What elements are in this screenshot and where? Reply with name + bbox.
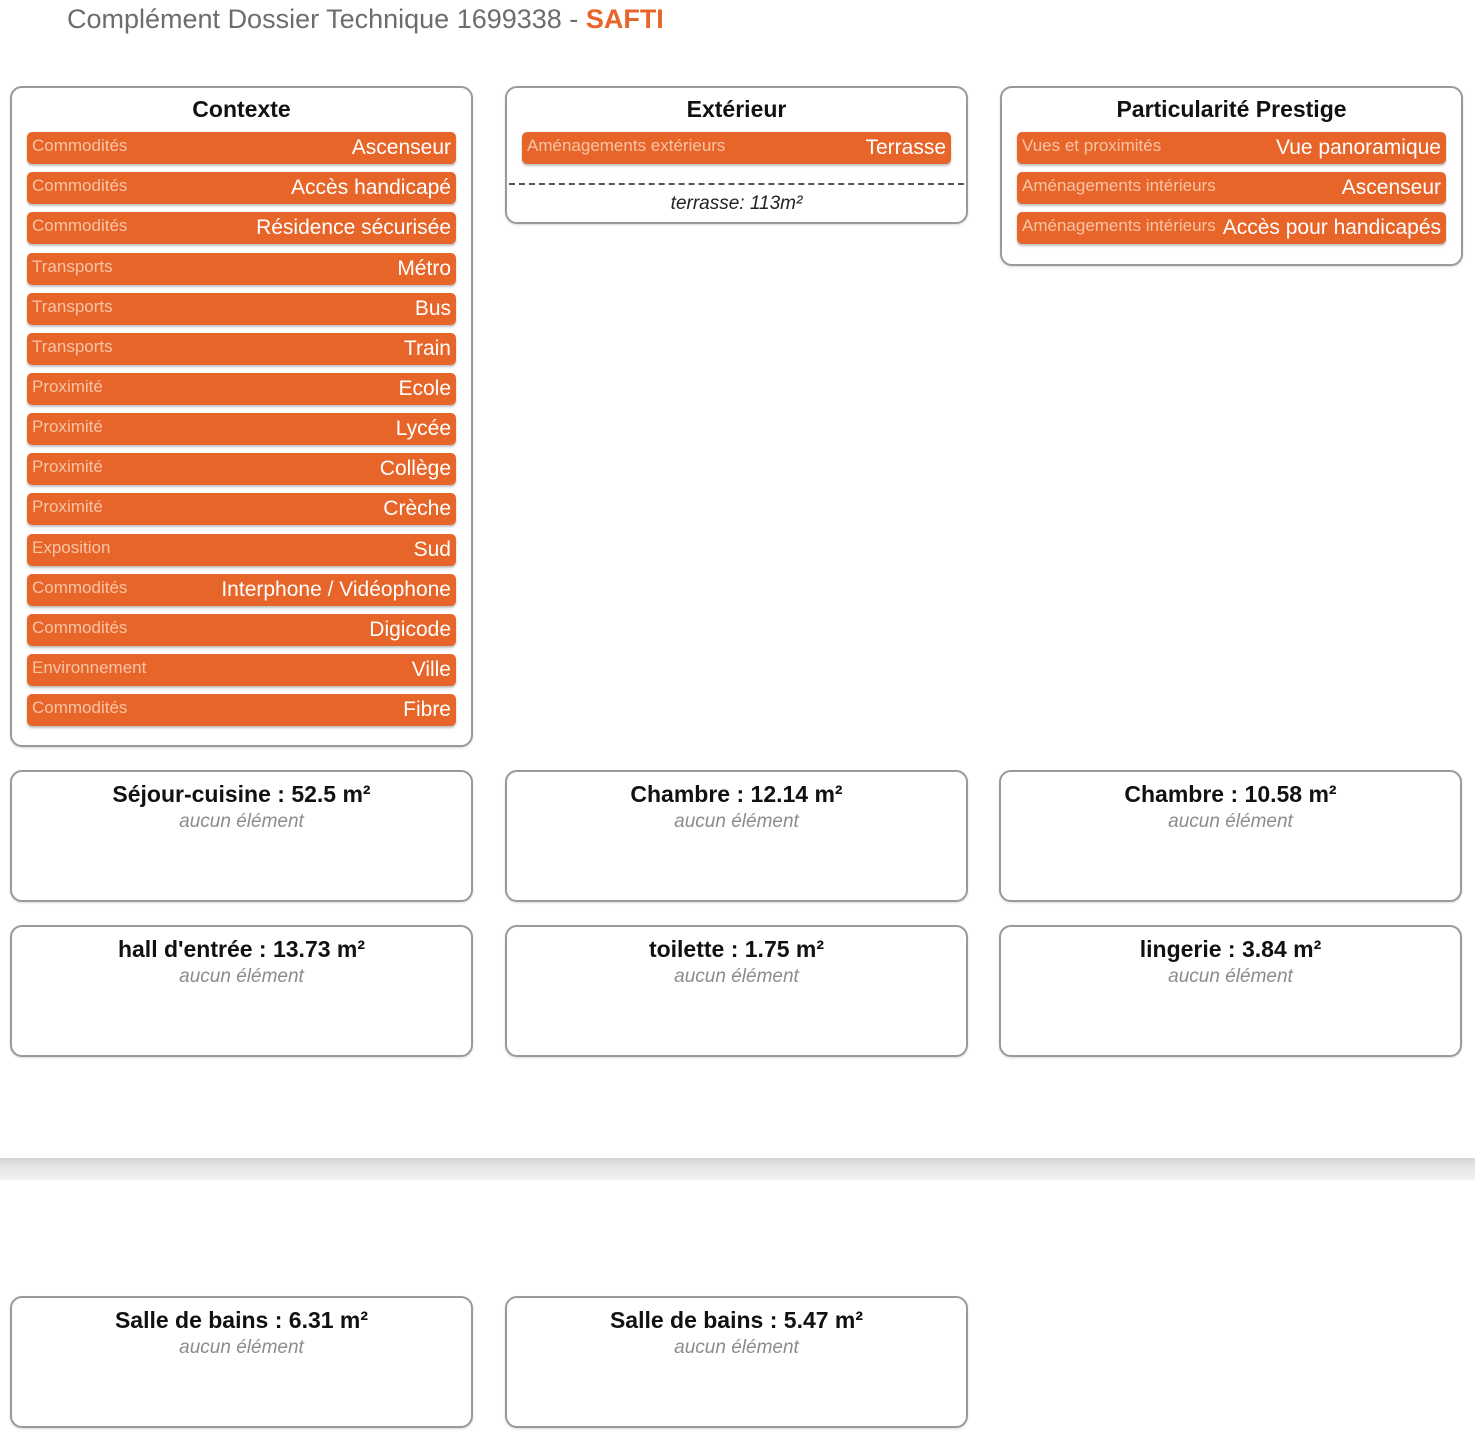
feature-tag: Commodités Fibre (27, 694, 456, 726)
room-card: Chambre : 10.58 m² aucun élément (999, 770, 1462, 902)
feature-tag: Aménagements intérieurs Ascenseur (1017, 172, 1446, 204)
feature-value: Lycée (395, 417, 451, 441)
feature-category: Commodités (32, 698, 128, 717)
feature-category: Commodités (32, 176, 128, 195)
feature-category: Aménagements intérieurs (1022, 216, 1216, 235)
dashed-divider (509, 183, 964, 185)
page-title: Complément Dossier Technique 1699338 - (67, 4, 586, 34)
room-card: Séjour-cuisine : 52.5 m² aucun élément (10, 770, 473, 902)
room-empty-text: aucun élément (1168, 966, 1293, 987)
room-title: hall d'entrée : 13.73 m² (117, 936, 366, 962)
feature-value: Ascenseur (1341, 176, 1441, 200)
feature-value: Interphone / Vidéophone (221, 578, 451, 602)
prestige-panel: Particularité Prestige Vues et proximité… (1000, 86, 1463, 266)
terrace-note: terrasse: 113m² (670, 193, 803, 214)
feature-tag: Aménagements extérieurs Terrasse (522, 132, 951, 164)
feature-tag: Transports Métro (27, 253, 456, 285)
feature-category: Commodités (32, 136, 128, 155)
room-empty-text: aucun élément (1168, 811, 1293, 832)
feature-tag: Commodités Interphone / Vidéophone (27, 574, 456, 606)
contexte-title: Contexte (192, 96, 291, 122)
feature-category: Transports (32, 337, 113, 356)
room-title: Salle de bains : 6.31 m² (114, 1307, 369, 1333)
room-title: lingerie : 3.84 m² (1139, 936, 1322, 962)
feature-tag: Transports Train (27, 333, 456, 365)
feature-category: Vues et proximités (1022, 136, 1162, 155)
feature-value: Bus (414, 297, 451, 321)
room-empty-text: aucun élément (179, 811, 304, 832)
feature-tag: Commodités Digicode (27, 614, 456, 646)
room-card: Chambre : 12.14 m² aucun élément (505, 770, 968, 902)
room-card: Salle de bains : 5.47 m² aucun élément (505, 1296, 968, 1428)
feature-tag: Environnement Ville (27, 654, 456, 686)
feature-value: Ecole (398, 377, 451, 401)
feature-value: Métro (397, 257, 451, 281)
feature-value: Digicode (369, 618, 451, 642)
feature-category: Aménagements extérieurs (527, 136, 726, 155)
feature-category: Aménagements intérieurs (1022, 176, 1216, 195)
feature-value: Train (403, 337, 451, 361)
room-title: Salle de bains : 5.47 m² (609, 1307, 864, 1333)
feature-category: Commodités (32, 618, 128, 637)
room-empty-text: aucun élément (179, 966, 304, 987)
contexte-panel: Contexte Commodités Ascenseur Commodités A… (10, 86, 473, 747)
feature-value: Sud (413, 538, 451, 562)
feature-tag: Proximité Ecole (27, 373, 456, 405)
feature-tag: Proximité Crèche (27, 493, 456, 525)
exterieur-title: Extérieur (686, 96, 787, 122)
room-card: lingerie : 3.84 m² aucun élément (999, 925, 1462, 1057)
feature-value: Ville (411, 658, 451, 682)
feature-value: Accès handicapé (291, 176, 451, 200)
feature-tag: Commodités Accès handicapé (27, 172, 456, 204)
room-empty-text: aucun élément (179, 1337, 304, 1358)
feature-category: Proximité (32, 417, 103, 436)
feature-category: Commodités (32, 578, 128, 597)
feature-tag: Transports Bus (27, 293, 456, 325)
feature-category: Proximité (32, 497, 103, 516)
feature-tag: Proximité Collège (27, 453, 456, 485)
room-card: hall d'entrée : 13.73 m² aucun élément (10, 925, 473, 1057)
feature-value: Terrasse (865, 136, 946, 160)
room-empty-text: aucun élément (674, 1337, 799, 1358)
feature-category: Transports (32, 297, 113, 316)
feature-category: Commodités (32, 216, 128, 235)
feature-value: Collège (379, 457, 451, 481)
room-title: Séjour-cuisine : 52.5 m² (112, 781, 371, 807)
feature-tag: Proximité Lycée (27, 413, 456, 445)
feature-tag: Vues et proximités Vue panoramique (1017, 132, 1446, 164)
prestige-title: Particularité Prestige (1116, 96, 1347, 122)
feature-value: Fibre (403, 698, 451, 722)
room-card: toilette : 1.75 m² aucun élément (505, 925, 968, 1057)
feature-value: Vue panoramique (1275, 136, 1441, 160)
feature-tag: Aménagements intérieurs Accès pour handic… (1017, 212, 1446, 244)
room-title: Chambre : 10.58 m² (1124, 781, 1337, 807)
feature-tag: Commodités Ascenseur (27, 132, 456, 164)
feature-category: Proximité (32, 457, 103, 476)
room-title: Chambre : 12.14 m² (630, 781, 843, 807)
room-empty-text: aucun élément (674, 811, 799, 832)
feature-category: Proximité (32, 377, 103, 396)
room-title: toilette : 1.75 m² (648, 936, 825, 962)
exterieur-panel: Extérieur Aménagements extérieurs Terrass… (505, 86, 968, 224)
feature-category: Exposition (32, 538, 111, 557)
feature-value: Crèche (383, 497, 451, 521)
feature-tag: Commodités Résidence sécurisée (27, 212, 456, 244)
feature-value: Accès pour handicapés (1222, 216, 1441, 240)
room-empty-text: aucun élément (674, 966, 799, 987)
page-break-divider (0, 1158, 1475, 1180)
feature-value: Résidence sécurisée (256, 216, 451, 240)
feature-value: Ascenseur (351, 136, 451, 160)
page-header: Complément Dossier Technique 1699338 - S… (67, 4, 664, 35)
feature-category: Transports (32, 257, 113, 276)
room-card: Salle de bains : 6.31 m² aucun élément (10, 1296, 473, 1428)
feature-tag: Exposition Sud (27, 534, 456, 566)
brand-name: SAFTI (585, 4, 664, 34)
feature-category: Environnement (32, 658, 147, 677)
